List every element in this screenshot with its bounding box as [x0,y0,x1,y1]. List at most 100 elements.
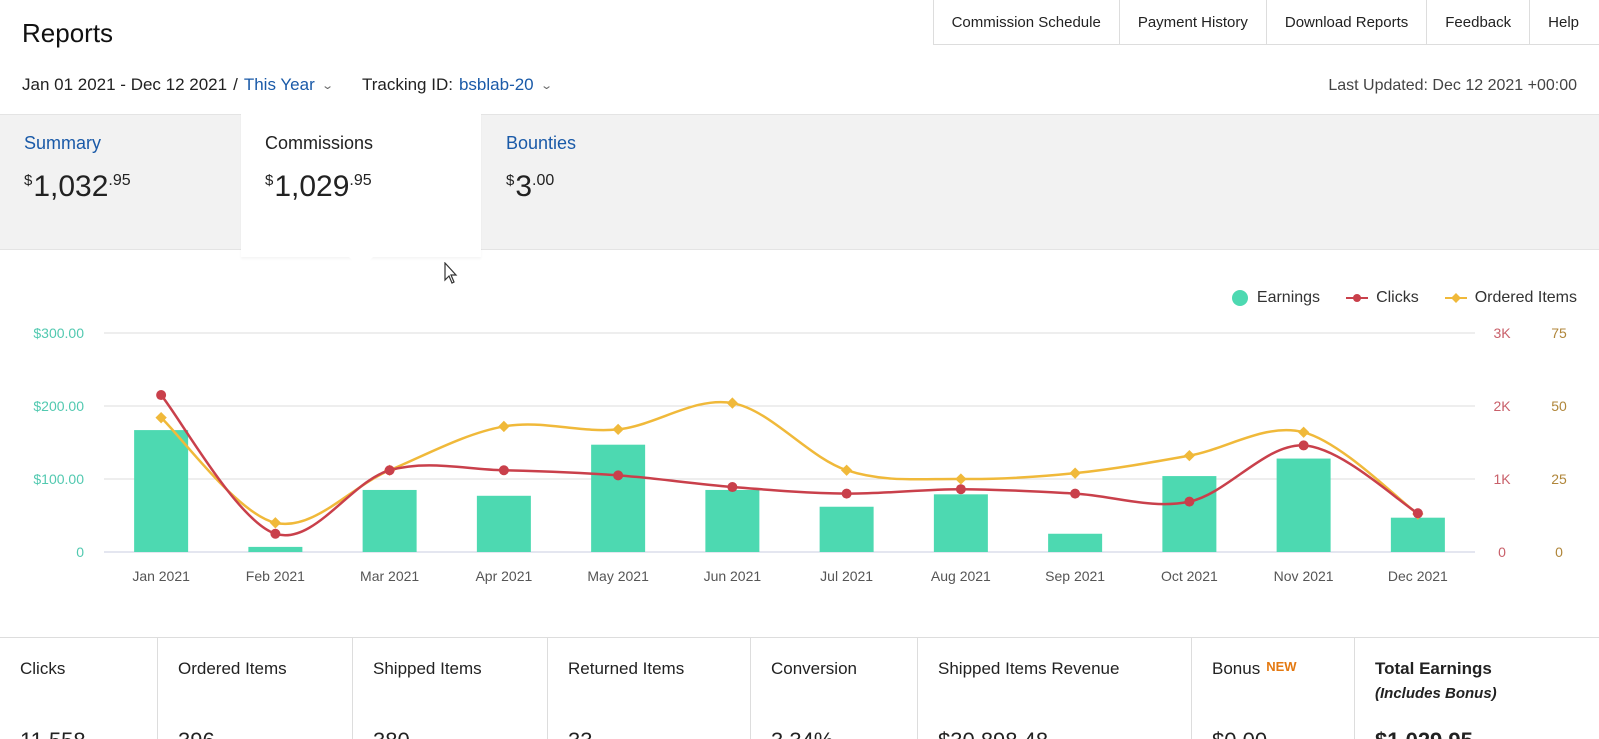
ordered-items-point [498,420,510,433]
stat-clicks: Clicks 11,558 [0,638,158,739]
legend-ordered-swatch [1444,293,1467,303]
earnings-bar [134,430,189,552]
chevron-down-icon[interactable]: ⌄ [539,79,553,92]
tab-commissions-label: Commissions [265,133,374,153]
stat-label: Conversion [771,659,857,678]
tab-bounties[interactable]: Bounties $ 3 .00 [506,115,576,251]
chevron-down-icon[interactable]: ⌄ [320,79,334,92]
earnings-bar [1276,458,1331,552]
stat-value: 3.34% [771,728,833,739]
legend-ordered-items[interactable]: Ordered Items [1444,289,1577,307]
stat-total-earnings: Total Earnings (Includes Bonus) $1,029.9… [1355,638,1599,739]
earnings-bar [1162,476,1217,552]
earnings-bar [819,506,874,552]
tab-bounties-value: $ 3 .00 [506,170,576,204]
tracking-id-dropdown[interactable]: bsblab-20 [458,75,534,94]
filter-row: Jan 01 2021 - Dec 12 2021 / This Year ⌄ … [22,75,581,95]
clicks-point [384,465,395,476]
x-axis-tick-label: Aug 2021 [931,568,991,584]
legend-clicks-label: Clicks [1376,289,1419,306]
legend-ordered-label: Ordered Items [1474,289,1577,306]
clicks-point [1070,488,1081,499]
nav-help[interactable]: Help [1548,13,1579,31]
stats-table: Clicks 11,558 Ordered Items 396 Shipped … [0,637,1599,739]
legend-earnings[interactable]: Earnings [1231,289,1320,307]
tab-bounties-label: Bounties [506,133,577,153]
date-preset-dropdown[interactable]: This Year [243,75,315,94]
x-axis-tick-label: Oct 2021 [1161,568,1218,584]
stat-label: Total Earnings [1375,659,1492,678]
x-axis-tick-label: Apr 2021 [475,568,532,584]
tab-commissions[interactable]: Commissions $ 1,029 .95 [241,113,481,269]
amount-whole: 3 [515,170,533,203]
right-axis2-tick-label: 0 [1555,544,1563,560]
clicks-point [727,482,738,493]
right-axis2-tick-label: 25 [1551,471,1567,487]
left-axis-tick-label: 0 [76,544,84,560]
clicks-point [1298,440,1309,451]
clicks-line [160,394,1419,537]
legend-clicks-swatch [1346,294,1369,302]
stat-value: 380 [373,728,410,739]
top-nav: Commission Schedule Payment History Down… [932,0,1599,45]
stat-value: 396 [178,728,215,739]
x-axis-tick-label: Jul 2021 [820,568,873,584]
stat-value: $30,898.48 [938,728,1048,739]
stat-ordered-items: Ordered Items 396 [158,638,353,739]
stat-value: $1,029.95 [1375,728,1473,739]
stat-sublabel: (Includes Bonus) [1375,685,1497,702]
right-axis-tick-label: 0 [1498,544,1506,560]
ordered-items-point [269,517,282,529]
chart-plot: $300.00 3K 75 $200.00 2K 50 $100.00 1K 25 0 0 0 Jan … [33,325,1567,584]
earnings-bar [933,494,988,552]
mouse-cursor-icon [444,262,458,284]
tab-summary-label: Summary [24,133,102,153]
nav-feedback[interactable]: Feedback [1427,0,1531,44]
stat-returned-items: Returned Items 33 [548,638,751,739]
x-axis-tick-label: Jan 2021 [132,568,190,584]
tab-summary[interactable]: Summary $ 1,032 .95 [24,115,131,251]
amount-whole: 1,032 [33,170,109,203]
last-updated: Last Updated: Dec 12 2021 +00:00 [1328,77,1577,94]
x-axis-tick-label: May 2021 [587,568,649,584]
currency-symbol: $ [506,172,515,189]
nav-download-reports[interactable]: Download Reports [1267,0,1428,44]
date-range-text: Jan 01 2021 - Dec 12 2021 [22,75,228,94]
x-axis-tick-label: Sep 2021 [1045,568,1105,584]
earnings-bar [1048,533,1103,552]
x-axis-tick-label: Nov 2021 [1274,568,1334,584]
earnings-chart: Earnings Clicks Ordered Items $300.00 3K 7… [0,275,1599,615]
earnings-bar [248,546,303,552]
left-axis-tick-label: $300.00 [33,325,84,341]
clicks-point [613,470,624,481]
earnings-bar [591,444,646,552]
ordered-items-point [1069,467,1081,479]
tab-commissions-value: $ 1,029 .95 [265,170,481,204]
nav-commission-schedule[interactable]: Commission Schedule [934,0,1120,44]
ordered-items-line [160,400,1419,526]
right-axis-tick-label: 2K [1493,398,1511,414]
date-separator: / [233,75,238,94]
stat-bonus-label: Bonus [1212,659,1261,678]
legend-clicks[interactable]: Clicks [1346,289,1419,307]
ordered-items-point [1183,449,1196,462]
ordered-items-point [840,464,853,476]
stat-value: $0.00 [1212,728,1267,739]
right-axis2-tick-label: 50 [1551,398,1567,414]
tab-summary-value: $ 1,032 .95 [24,170,131,204]
stat-label: Bonus NEW [1212,659,1354,679]
left-axis-tick-label: $100.00 [33,471,84,487]
stat-value: 33 [568,728,592,739]
amount-cents: .95 [349,172,372,189]
stat-label: Returned Items [568,659,685,678]
chart-legend: Earnings Clicks Ordered Items [1206,289,1577,307]
right-axis-tick-label: 3K [1493,325,1511,341]
stat-label: Shipped Items Revenue [938,659,1120,678]
stat-shipped-revenue: Shipped Items Revenue $30,898.48 [918,638,1192,739]
stat-label: Ordered Items [178,659,287,678]
currency-symbol: $ [265,172,274,189]
nav-payment-history[interactable]: Payment History [1120,0,1267,44]
clicks-point [498,465,509,476]
amount-cents: .00 [532,172,555,189]
amount-cents: .95 [108,172,131,189]
